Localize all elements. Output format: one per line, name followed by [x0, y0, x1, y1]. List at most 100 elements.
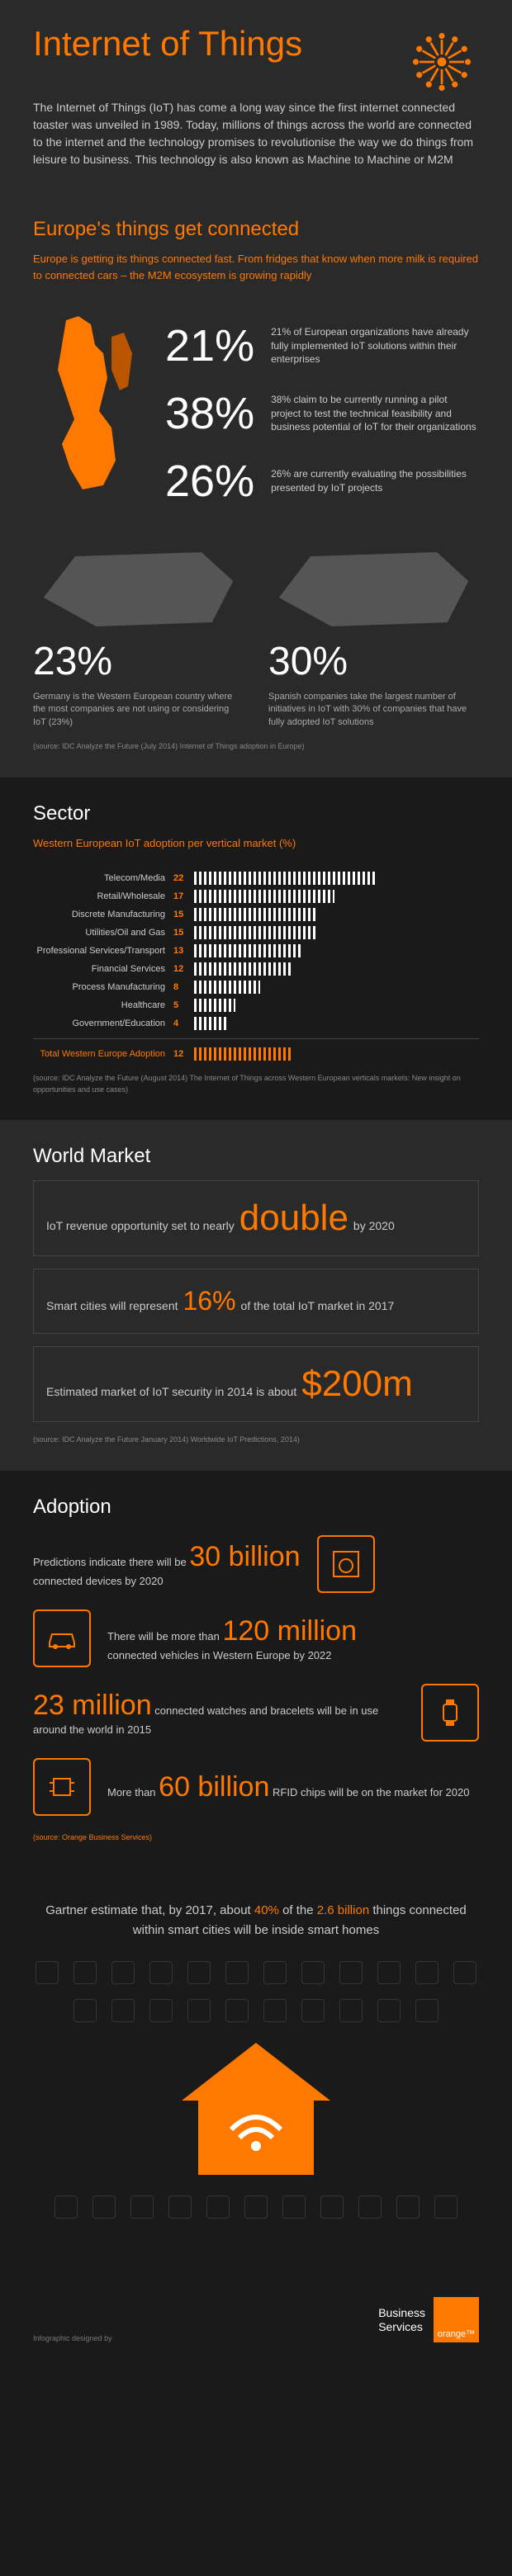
watch-icon	[421, 1684, 479, 1742]
wm-big: double	[239, 1198, 348, 1239]
chart-label: Government/Education	[33, 1019, 173, 1028]
europe-section: Europe's things get connected Europe is …	[0, 193, 512, 778]
chip-icon	[33, 1758, 91, 1816]
adopt-big: 120 million	[222, 1615, 357, 1647]
chart-bar	[194, 872, 376, 885]
chart-bar	[194, 890, 334, 903]
chart-bar	[194, 908, 318, 921]
chart-val: 17	[173, 891, 194, 901]
adopt-big: 30 billion	[189, 1541, 300, 1572]
chart-val: 5	[173, 1000, 194, 1010]
house-icon	[182, 2043, 330, 2175]
icon-grid	[33, 2196, 479, 2219]
chart-label: Financial Services	[33, 964, 173, 974]
adopt-item: There will be more than 120 million conn…	[33, 1609, 479, 1667]
stat-row: 21% 21% of European organizations have a…	[165, 320, 479, 371]
adopt-post: connected vehicles in Western Europe by …	[107, 1649, 331, 1661]
chart-val: 4	[173, 1019, 194, 1028]
country-desc: Germany is the Western European country …	[33, 691, 244, 729]
stat-desc: 26% are currently evaluating the possibi…	[271, 467, 479, 495]
chart-label: Utilities/Oil and Gas	[33, 928, 173, 938]
intro-text: The Internet of Things (IoT) has come a …	[33, 99, 479, 168]
chart-val: 22	[173, 873, 194, 883]
chart-label: Retail/Wholesale	[33, 891, 173, 901]
wm-big: 16%	[183, 1286, 236, 1316]
wm-big: $200m	[301, 1364, 413, 1405]
credit: Infographic designed by	[33, 2334, 112, 2342]
country-germany: 23% Germany is the Western European coun…	[33, 548, 244, 729]
total-bar	[194, 1047, 293, 1061]
adopt-pre: Predictions indicate there will be	[33, 1556, 187, 1568]
chart-row: Utilities/Oil and Gas15	[33, 926, 479, 939]
stat-desc: 38% claim to be currently running a pilo…	[271, 393, 479, 434]
adopt-big: 60 billion	[159, 1771, 269, 1803]
chart-row: Retail/Wholesale17	[33, 890, 479, 903]
country-desc: Spanish companies take the largest numbe…	[268, 691, 479, 729]
chart-bar	[194, 999, 235, 1012]
chart-bar	[194, 926, 318, 939]
chart-row: Professional Services/Transport13	[33, 944, 479, 957]
orange-logo: orange™	[434, 2297, 479, 2342]
sector-section: Sector Western European IoT adoption per…	[0, 778, 512, 1121]
wm-pre: Smart cities will represent	[46, 1299, 178, 1312]
country-pct: 30%	[268, 639, 479, 684]
chart-label: Professional Services/Transport	[33, 946, 173, 956]
main-title: Internet of Things	[33, 25, 302, 63]
stat-desc: 21% of European organizations have alrea…	[271, 325, 479, 366]
world-section: World Market IoT revenue opportunity set…	[0, 1120, 512, 1471]
adopt-item: 23 million connected watches and bracele…	[33, 1684, 479, 1742]
infographic: Internet of Things The Internet of Thing…	[0, 0, 512, 2367]
stat-row: 38% 38% claim to be currently running a …	[165, 388, 479, 439]
germany-map	[33, 548, 244, 631]
chart-row: Discrete Manufacturing15	[33, 908, 479, 921]
chart-row: Financial Services12	[33, 962, 479, 976]
chart-row: Process Manufacturing8	[33, 981, 479, 994]
sector-heading: Sector	[33, 802, 479, 825]
total-val: 12	[173, 1049, 194, 1059]
stat-pct: 38%	[165, 388, 254, 439]
adopt-item: Predictions indicate there will be 30 bi…	[33, 1535, 479, 1593]
total-label: Total Western Europe Adoption	[33, 1049, 173, 1059]
chart-bar	[194, 981, 260, 994]
washer-icon	[317, 1535, 375, 1593]
adopt-item: More than 60 billion RFID chips will be …	[33, 1758, 479, 1816]
header-section: Internet of Things The Internet of Thing…	[0, 0, 512, 193]
source-text: (source: Orange Business Services)	[33, 1832, 479, 1844]
chart-val: 8	[173, 982, 194, 992]
chart-row: Government/Education4	[33, 1017, 479, 1030]
car-icon	[33, 1609, 91, 1667]
adopt-big: 23 million	[33, 1690, 152, 1721]
adopt-pre: There will be more than	[107, 1630, 220, 1642]
chart-label: Telecom/Media	[33, 873, 173, 883]
chart-row: Telecom/Media22	[33, 872, 479, 885]
country-spain: 30% Spanish companies take the largest n…	[268, 548, 479, 729]
stat-pct: 21%	[165, 320, 254, 371]
wm-pre: IoT revenue opportunity set to nearly	[46, 1219, 235, 1232]
adopt-post: RFID chips will be on the market for 202…	[273, 1786, 469, 1798]
icon-grid	[33, 1961, 479, 2022]
chart-bar	[194, 944, 301, 957]
adopt-pre: More than	[107, 1786, 156, 1798]
world-heading: World Market	[33, 1145, 479, 1168]
adoption-heading: Adoption	[33, 1496, 479, 1519]
sector-subtitle: Western European IoT adoption per vertic…	[33, 835, 479, 852]
europe-heading: Europe's things get connected	[33, 218, 479, 241]
chart-val: 12	[173, 964, 194, 974]
world-item: Estimated market of IoT security in 2014…	[33, 1346, 479, 1422]
wifi-icon	[223, 2105, 289, 2154]
source-text: (source: IDC Analyze the Future (August …	[33, 1073, 479, 1095]
nordic-map	[33, 312, 149, 494]
sector-chart: Telecom/Media22Retail/Wholesale17Discret…	[33, 872, 479, 1030]
gartner-section: Gartner estimate that, by 2017, about 40…	[0, 1868, 512, 2272]
chart-label: Healthcare	[33, 1000, 173, 1010]
chart-val: 13	[173, 946, 194, 956]
business-services: Business Services	[378, 2306, 425, 2334]
source-text: (source: IDC Analyze the Future January …	[33, 1435, 479, 1446]
world-item: Smart cities will represent 16% of the t…	[33, 1269, 479, 1334]
stat-pct: 26%	[165, 456, 254, 507]
chart-bar	[194, 1017, 227, 1030]
chart-val: 15	[173, 910, 194, 919]
gartner-text: Gartner estimate that, by 2017, about 40…	[33, 1901, 479, 1940]
footer: Infographic designed by Business Service…	[0, 2272, 512, 2367]
chart-bar	[194, 962, 293, 976]
